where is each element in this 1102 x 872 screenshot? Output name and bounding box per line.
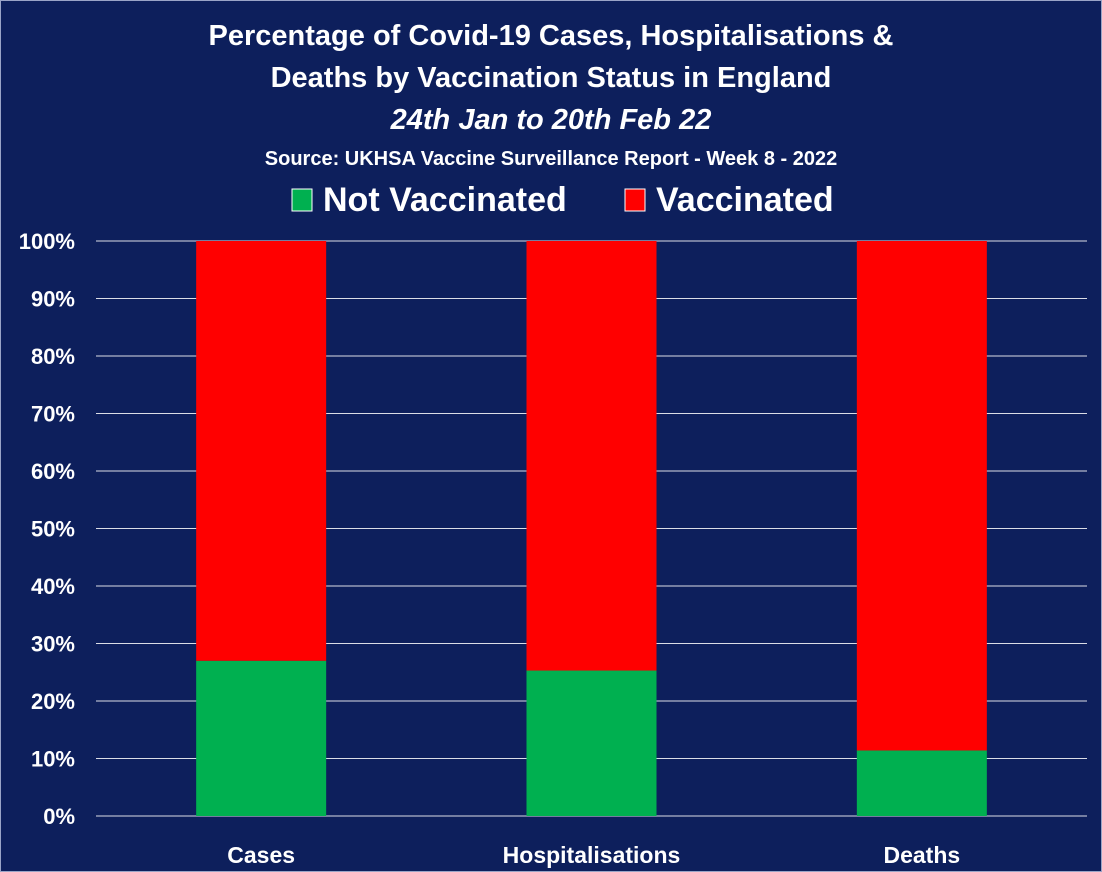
y-axis: 0% 10% 20% 30% 40% 50% 60% 70% 80% 90% 100%	[19, 229, 75, 829]
chart-title-line-2: Deaths by Vaccination Status in England	[271, 62, 832, 94]
y-tick-label: 30%	[31, 632, 75, 657]
x-tick-label: Deaths	[883, 842, 960, 868]
y-tick-label: 70%	[31, 402, 75, 427]
chart-title-line-1: Percentage of Covid-19 Cases, Hospitalis…	[209, 20, 894, 52]
legend-swatch-not-vaccinated	[291, 188, 313, 212]
y-tick-label: 0%	[43, 804, 75, 829]
bar-hospitalisations-not-vaccinated	[526, 670, 657, 816]
chart-source: Source: UKHSA Vaccine Surveillance Repor…	[265, 148, 837, 170]
bar-deaths-vaccinated	[856, 241, 987, 751]
bar-cases-vaccinated	[196, 241, 327, 661]
y-tick-label: 60%	[31, 459, 75, 484]
bar-hospitalisations-vaccinated	[526, 241, 657, 671]
y-tick-label: 40%	[31, 574, 75, 599]
legend-label-not-vaccinated: Not Vaccinated	[323, 181, 567, 219]
y-tick-label: 50%	[31, 517, 75, 542]
legend-swatch-vaccinated	[624, 188, 646, 212]
chart-title-group: Percentage of Covid-19 Cases, Hospitalis…	[209, 20, 894, 170]
chart-subtitle: 24th Jan to 20th Feb 22	[390, 104, 712, 136]
y-tick-label: 90%	[31, 287, 75, 312]
x-tick-label: Hospitalisations	[503, 842, 681, 868]
bars	[196, 241, 987, 816]
x-axis: Cases Hospitalisations Deaths	[227, 842, 960, 868]
y-tick-label: 20%	[31, 689, 75, 714]
y-tick-label: 10%	[31, 747, 75, 772]
x-tick-label: Cases	[227, 842, 295, 868]
legend-label-vaccinated: Vaccinated	[656, 181, 834, 219]
bar-deaths-not-vaccinated	[856, 750, 987, 816]
bar-cases-not-vaccinated	[196, 660, 327, 816]
y-tick-label: 100%	[19, 229, 75, 254]
legend: Not Vaccinated Vaccinated	[291, 181, 834, 219]
y-tick-label: 80%	[31, 344, 75, 369]
